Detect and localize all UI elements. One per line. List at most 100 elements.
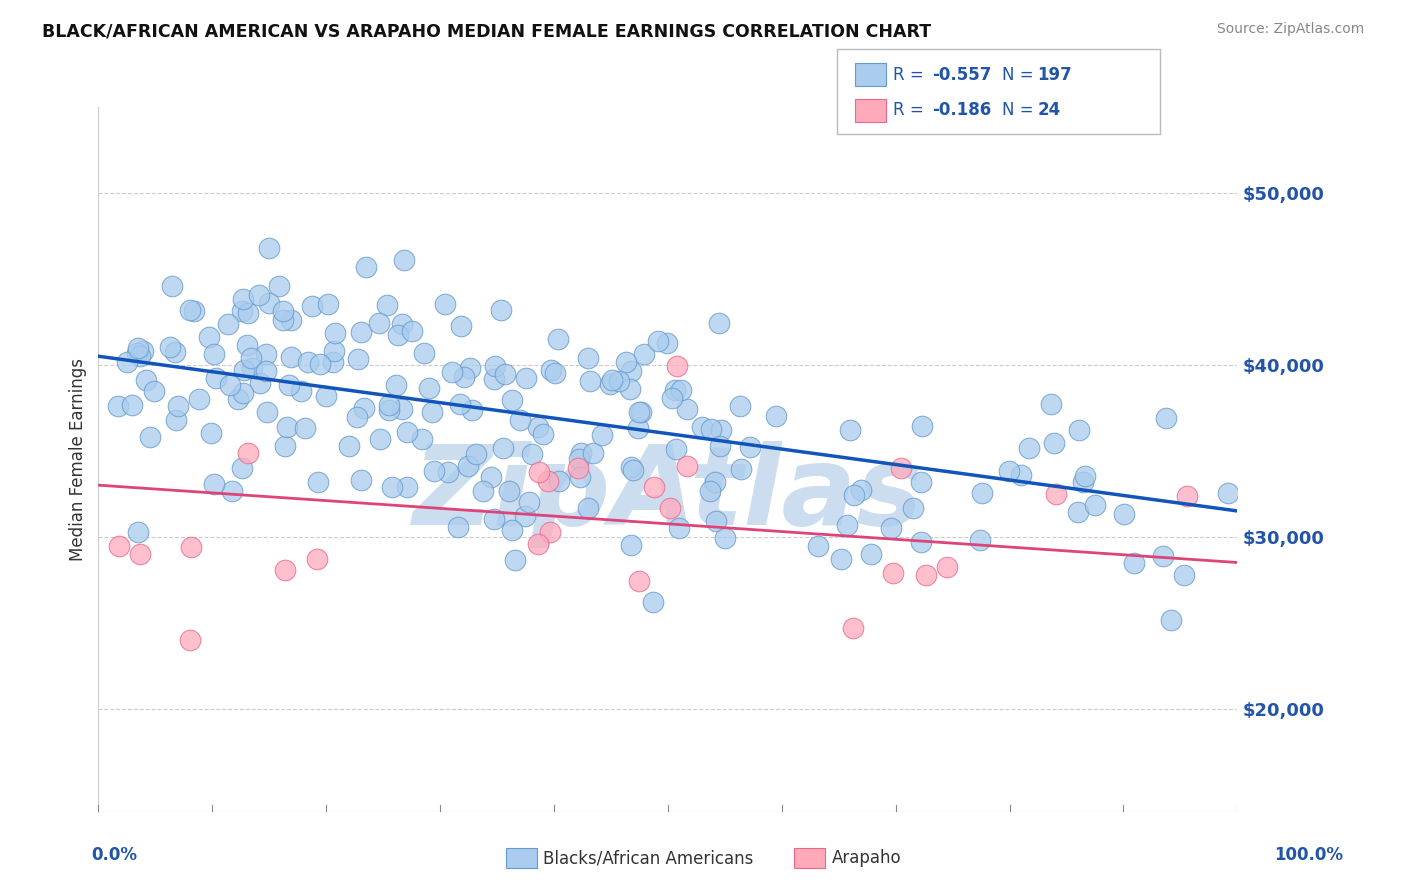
Point bbox=[970, 486, 993, 500]
Point bbox=[257, 296, 280, 310]
Point bbox=[142, 384, 165, 398]
Point bbox=[591, 428, 613, 442]
Point bbox=[1112, 507, 1135, 521]
Text: Source: ZipAtlas.com: Source: ZipAtlas.com bbox=[1216, 22, 1364, 37]
Point bbox=[527, 537, 550, 551]
Point bbox=[699, 422, 721, 436]
Point bbox=[308, 357, 330, 371]
Point bbox=[567, 461, 589, 475]
Point bbox=[471, 483, 494, 498]
Point bbox=[1160, 613, 1182, 627]
Point bbox=[910, 419, 932, 434]
Point bbox=[614, 354, 637, 368]
Point bbox=[628, 574, 651, 589]
Point bbox=[231, 461, 253, 475]
Point bbox=[709, 439, 731, 453]
Point bbox=[676, 402, 699, 417]
Point bbox=[1177, 489, 1199, 503]
Point bbox=[204, 370, 226, 384]
Point bbox=[200, 426, 222, 441]
Point bbox=[179, 633, 201, 648]
Point bbox=[127, 341, 149, 355]
Point bbox=[256, 404, 278, 418]
Point bbox=[1071, 475, 1094, 489]
Point bbox=[641, 595, 664, 609]
Point bbox=[280, 350, 302, 364]
Point bbox=[307, 475, 329, 489]
Point bbox=[676, 458, 699, 473]
Point bbox=[482, 372, 505, 386]
Point bbox=[322, 355, 344, 369]
Point bbox=[484, 359, 506, 373]
Point bbox=[860, 548, 883, 562]
Point bbox=[851, 483, 873, 497]
Point bbox=[633, 347, 655, 361]
Point bbox=[323, 326, 346, 340]
Point bbox=[354, 260, 377, 275]
Point bbox=[620, 459, 643, 474]
Point bbox=[353, 401, 375, 415]
Point bbox=[690, 420, 713, 434]
Point bbox=[132, 344, 155, 359]
Point bbox=[401, 324, 423, 338]
Point bbox=[665, 442, 688, 457]
Point bbox=[659, 500, 682, 515]
Point bbox=[969, 533, 991, 548]
Point bbox=[420, 404, 443, 418]
Point bbox=[890, 461, 912, 475]
Point bbox=[387, 328, 409, 343]
Point bbox=[135, 373, 157, 387]
Point bbox=[531, 426, 554, 441]
Point bbox=[1154, 411, 1177, 425]
Point bbox=[447, 520, 470, 534]
Point bbox=[107, 399, 129, 413]
Point bbox=[540, 363, 562, 377]
Point bbox=[457, 458, 479, 473]
Point bbox=[271, 313, 294, 327]
Point bbox=[569, 446, 592, 460]
Point bbox=[699, 483, 721, 498]
Point bbox=[517, 495, 540, 509]
Point bbox=[339, 439, 361, 453]
Point bbox=[807, 539, 830, 553]
Point bbox=[108, 540, 131, 554]
Point bbox=[276, 420, 298, 434]
Point bbox=[391, 401, 413, 416]
Point bbox=[378, 403, 401, 417]
Point bbox=[165, 344, 187, 359]
Point bbox=[537, 474, 560, 488]
Y-axis label: Median Female Earnings: Median Female Earnings bbox=[69, 358, 87, 561]
Point bbox=[165, 413, 187, 427]
Point bbox=[509, 413, 531, 427]
Point bbox=[280, 313, 302, 327]
Point bbox=[350, 473, 373, 487]
Point bbox=[396, 425, 419, 439]
Point bbox=[378, 398, 401, 412]
Point bbox=[232, 293, 254, 307]
Point bbox=[254, 346, 277, 360]
Point bbox=[765, 409, 787, 424]
Point bbox=[346, 351, 368, 366]
Point bbox=[274, 440, 297, 454]
Point bbox=[910, 534, 932, 549]
Point bbox=[202, 477, 225, 491]
Point bbox=[125, 346, 148, 360]
Point bbox=[630, 405, 652, 419]
Point bbox=[346, 409, 368, 424]
Point bbox=[1010, 467, 1032, 482]
Point bbox=[882, 566, 904, 580]
Point bbox=[233, 363, 256, 377]
Point bbox=[901, 501, 924, 516]
Point bbox=[231, 304, 253, 318]
Point bbox=[647, 334, 669, 348]
Point bbox=[138, 430, 160, 444]
Point bbox=[434, 296, 457, 310]
Point bbox=[1067, 423, 1090, 437]
Point bbox=[441, 365, 464, 379]
Point bbox=[1043, 436, 1066, 450]
Point bbox=[273, 563, 295, 577]
Point bbox=[492, 442, 515, 456]
Point bbox=[600, 373, 623, 387]
Point bbox=[121, 398, 143, 412]
Point bbox=[707, 316, 730, 330]
